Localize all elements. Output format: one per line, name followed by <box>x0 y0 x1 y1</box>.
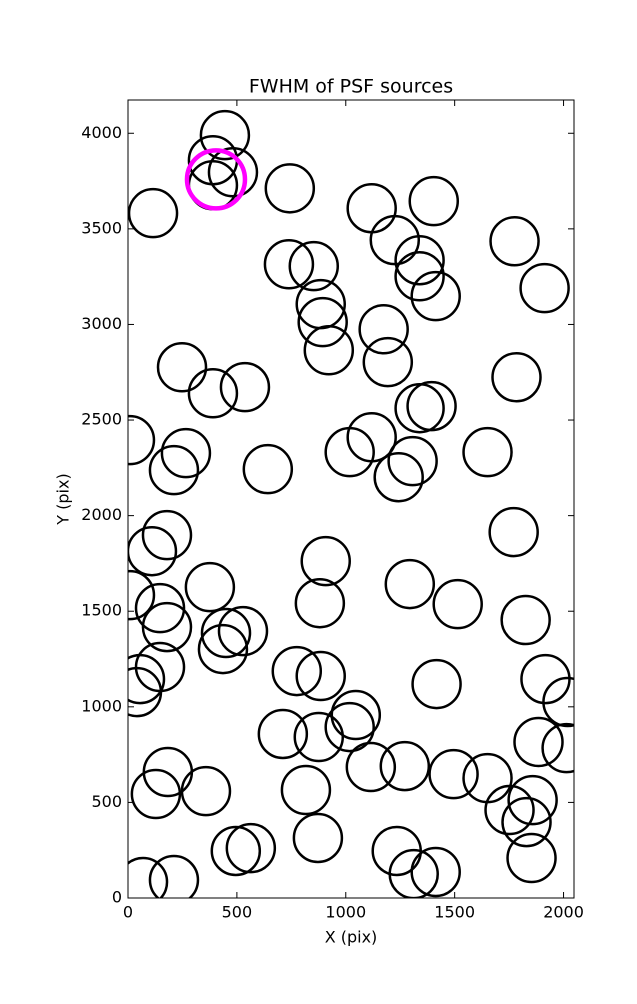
y-tick-label: 0 <box>112 888 122 907</box>
point <box>128 187 179 239</box>
x-tick-label: 0 <box>123 903 133 922</box>
plot-frame <box>127 99 575 899</box>
y-tick-label: 2000 <box>81 505 122 524</box>
y-tick-label: 2500 <box>81 410 122 429</box>
point <box>406 380 457 432</box>
point <box>128 525 178 577</box>
point <box>303 325 355 376</box>
point <box>128 666 163 718</box>
point <box>225 822 277 874</box>
point <box>141 509 193 561</box>
point <box>184 561 236 613</box>
point <box>408 175 460 227</box>
point <box>410 846 461 898</box>
point <box>134 582 186 634</box>
point <box>541 722 574 774</box>
point <box>500 594 551 646</box>
point <box>148 444 200 496</box>
point <box>242 443 294 495</box>
point <box>130 768 182 820</box>
y-tick-label: 500 <box>91 792 122 811</box>
point <box>263 238 315 290</box>
point <box>128 653 166 705</box>
plot-area <box>128 109 574 898</box>
point <box>293 711 345 763</box>
point <box>210 825 262 877</box>
point <box>264 163 316 214</box>
point <box>506 832 557 884</box>
point <box>432 578 483 630</box>
x-tick-label: 500 <box>222 903 253 922</box>
chart-title: FWHM of PSF sources <box>249 76 453 98</box>
point <box>292 812 344 864</box>
point <box>187 368 239 419</box>
point <box>394 234 445 286</box>
point <box>128 856 169 898</box>
point <box>197 623 249 675</box>
point <box>219 361 271 413</box>
y-tick-label: 4000 <box>81 123 122 142</box>
point <box>384 558 436 610</box>
y-tick-label: 3000 <box>81 314 122 333</box>
point <box>280 764 332 816</box>
point <box>358 303 409 355</box>
x-axis-label: X (pix) <box>325 928 378 947</box>
point <box>199 109 251 161</box>
point <box>141 601 193 653</box>
point <box>394 251 445 302</box>
point <box>379 740 431 792</box>
point <box>297 296 348 348</box>
point <box>257 708 309 760</box>
point <box>488 506 539 558</box>
point <box>462 426 513 478</box>
point <box>217 605 269 657</box>
y-tick-label: 3500 <box>81 218 122 237</box>
point <box>300 535 351 587</box>
point <box>513 716 564 768</box>
point <box>294 577 346 629</box>
point <box>484 784 535 836</box>
point <box>148 854 200 898</box>
y-axis-label: Y (pix) <box>54 473 73 525</box>
point <box>295 650 346 702</box>
point <box>501 796 552 848</box>
point <box>542 676 574 728</box>
y-tick-label: 1000 <box>81 696 122 715</box>
point <box>362 336 414 388</box>
point <box>491 351 542 403</box>
x-tick-label: 1500 <box>434 903 475 922</box>
x-tick-label: 1000 <box>325 903 366 922</box>
point <box>128 569 156 621</box>
point <box>411 658 462 710</box>
point <box>410 270 461 322</box>
point <box>180 765 232 817</box>
point <box>387 435 438 487</box>
point <box>489 216 540 267</box>
point <box>373 451 424 503</box>
point <box>388 848 439 898</box>
point <box>345 741 397 793</box>
point <box>507 774 558 826</box>
point <box>271 645 323 697</box>
point <box>200 607 252 659</box>
point <box>288 240 340 292</box>
point <box>330 689 382 741</box>
point <box>324 426 375 478</box>
point <box>128 414 156 466</box>
point <box>324 701 375 753</box>
point <box>519 262 570 314</box>
point <box>156 342 208 393</box>
y-tick-label: 1500 <box>81 601 122 620</box>
x-tick-label: 2000 <box>543 903 584 922</box>
point <box>160 427 212 479</box>
point <box>428 748 479 800</box>
point <box>184 148 248 211</box>
